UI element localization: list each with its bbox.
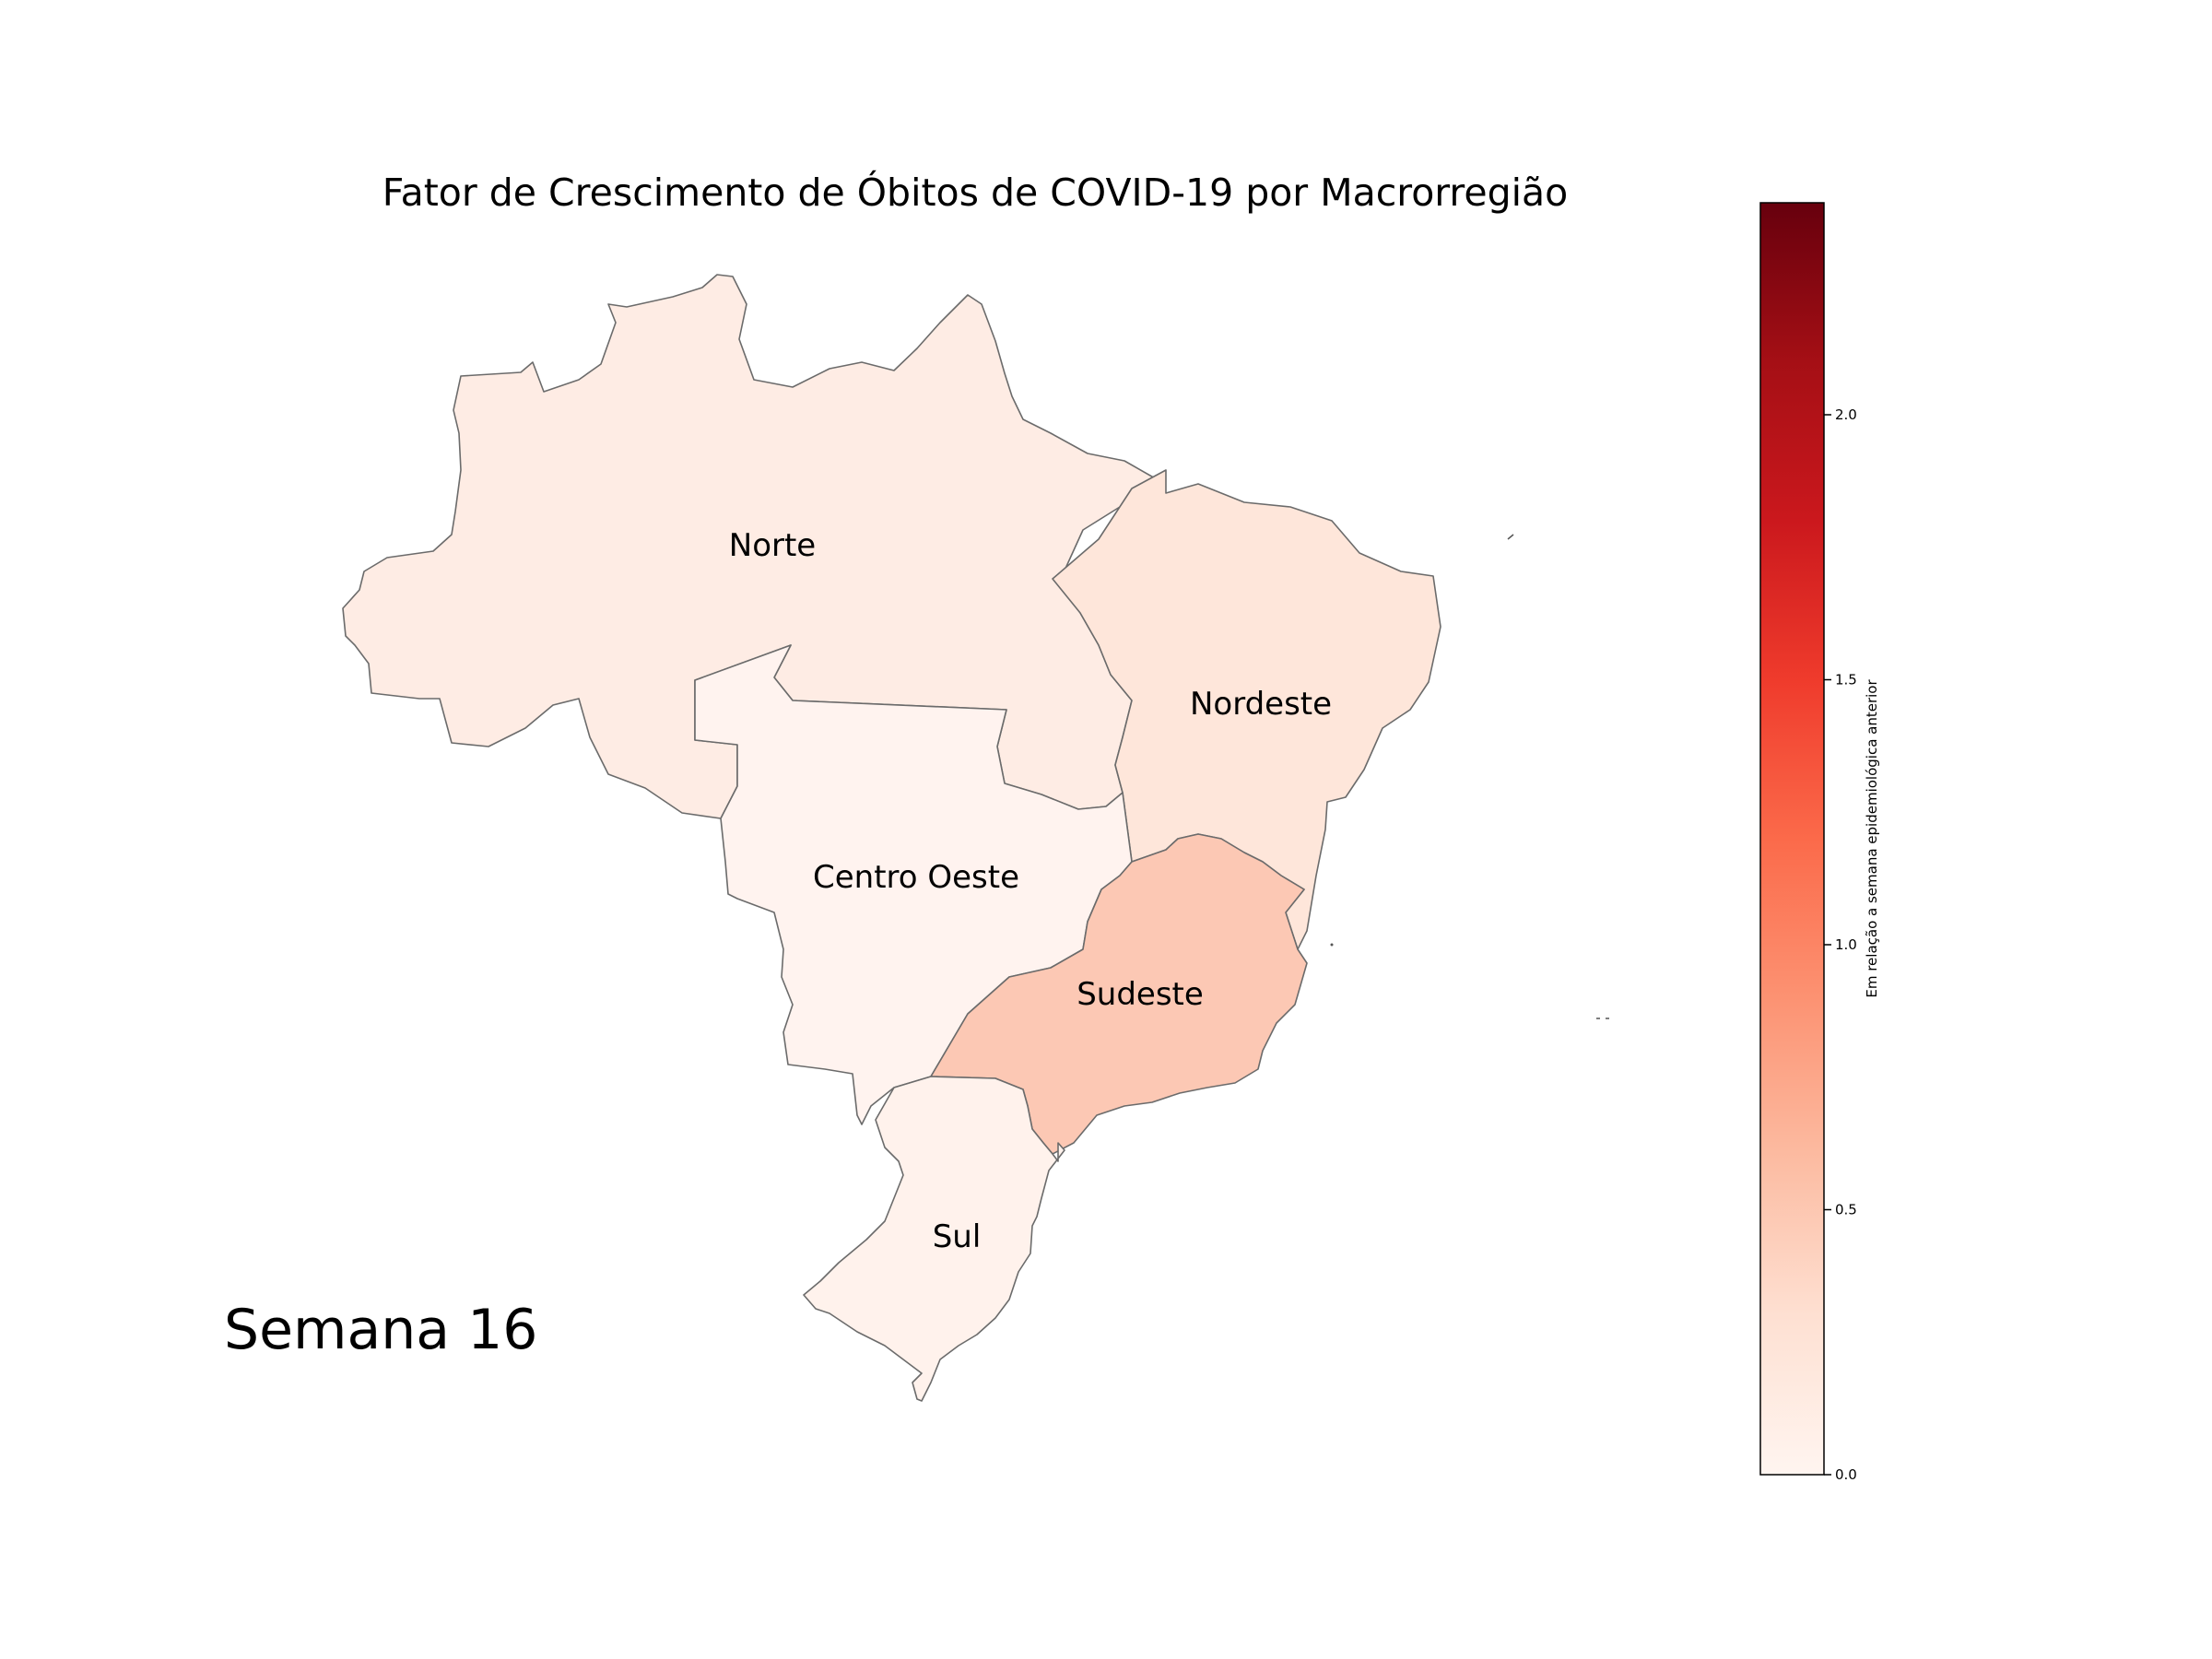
island-mark [1507, 534, 1514, 540]
colorbar-tick-label: 0.0 [1835, 1466, 1857, 1483]
region-label-sul: Sul [933, 1218, 982, 1255]
colorbar-tick-label: 1.0 [1835, 936, 1857, 953]
colorbar-tick-label: 2.0 [1835, 406, 1857, 423]
colorbar-tick-label: 1.5 [1835, 672, 1857, 688]
region-sudeste[interactable] [930, 833, 1308, 1155]
region-label-sudeste: Sudeste [1077, 976, 1204, 1013]
brazil-map [342, 274, 1609, 1402]
week-label: Semana 16 [224, 1298, 537, 1362]
region-label-centro-oeste: Centro Oeste [813, 859, 1019, 896]
region-nordeste[interactable] [1052, 469, 1441, 950]
region-sul[interactable] [803, 1076, 1065, 1402]
region-labels: Norte Nordeste Centro Oeste Sudeste Sul [729, 527, 1332, 1255]
map-title: Fator de Crescimento de Óbitos de COVID-… [382, 171, 1568, 215]
island-mark [1330, 943, 1334, 947]
colorbar-tick-label: 0.5 [1835, 1202, 1857, 1218]
colorbar-ticks: 0.0 0.5 1.0 1.5 2.0 [1824, 406, 1857, 1483]
region-label-nordeste: Nordeste [1190, 686, 1332, 723]
colorbar-label: Em relação a semana epidemiológica anter… [1864, 679, 1880, 998]
region-label-norte: Norte [729, 527, 816, 564]
colorbar: 0.0 0.5 1.0 1.5 2.0 Em relação a semana epid… [1759, 202, 1880, 1483]
colorbar-gradient [1759, 202, 1825, 1476]
